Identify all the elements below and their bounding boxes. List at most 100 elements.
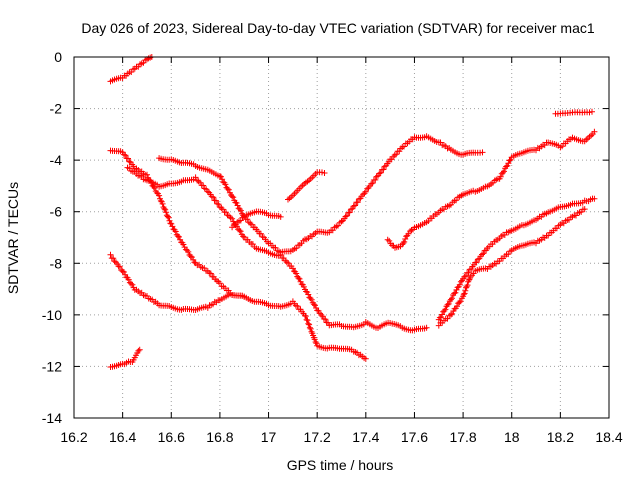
x-tick-label: 17.2 [304,429,331,445]
data-point [307,325,314,332]
data-point [380,166,387,173]
data-point [208,193,215,200]
series-s8 [285,169,328,203]
plot-frame [73,56,610,419]
series-s12 [552,108,595,117]
data-point [457,298,464,305]
data-point [219,176,226,183]
data-point [497,173,504,180]
data-point [237,228,244,235]
y-tick-label: -4 [50,152,63,168]
data-point [207,270,214,277]
data-point [589,108,595,115]
data-point [423,324,430,331]
y-tick-label: -2 [50,101,63,117]
data-point [187,253,194,260]
data-point [305,291,312,298]
data-point [150,183,157,190]
y-tick-label: -8 [50,255,63,271]
data-point [174,233,181,240]
data-point [164,213,171,220]
data-point [364,185,371,192]
data-point [293,270,300,277]
data-point [119,268,126,275]
y-tick-label: 0 [54,49,62,65]
x-axis-label: GPS time / hours [287,457,394,473]
y-tick-label: -10 [42,307,62,323]
data-point [391,152,398,159]
series-s11 [435,206,588,329]
data-point [354,199,361,206]
labels-layer: 16.2 16.4 16.6 16.8 17 17.2 17.4 17.6 17.8 18 18.2… [42,49,623,445]
x-tick-label: 18 [504,429,520,445]
data-point [462,272,469,279]
data-point [504,162,511,169]
data-point [310,301,317,308]
y-axis-label: SDTVAR / TECUs [5,182,21,294]
data-point [120,269,127,275]
data-point [369,180,376,187]
data-point [218,205,225,211]
data-point [352,202,358,209]
x-tick-label: 16.6 [158,429,185,445]
data-point [128,280,135,287]
data-point [447,311,454,318]
data-point [210,194,217,201]
data-point [204,188,211,195]
data-point [449,310,456,317]
data-point [350,203,357,210]
data-point [401,238,408,245]
data-point [122,152,129,159]
data-point [499,169,506,176]
data-point [581,206,588,213]
data-point [169,223,176,230]
data-point [225,186,232,193]
data-point [460,291,467,298]
data-point [461,273,468,280]
data-point [507,156,514,163]
data-point [247,220,254,227]
x-tick-label: 16.2 [60,429,87,445]
y-tick-label: -14 [42,410,62,426]
data-point [295,275,302,281]
data-point [180,241,187,248]
data-point [461,290,468,297]
data-point [368,180,375,187]
data-point [451,290,458,297]
data-point [480,250,487,257]
series-s1 [107,54,155,85]
series-s4 [107,251,369,362]
data-point [319,313,326,320]
data-point [452,289,459,296]
data-point [166,217,173,224]
data-point [283,259,290,266]
data-point [456,281,463,288]
data-point [376,170,383,177]
data-point [377,169,384,176]
data-point [306,324,313,331]
data-point [159,200,166,207]
data-point [165,214,172,221]
data-point [308,296,315,303]
data-point [356,196,363,202]
data-point [306,321,313,328]
data-point [503,163,510,170]
data-point [318,311,325,318]
data-point [349,205,356,212]
data-point [447,296,454,303]
data-point [462,287,469,294]
data-point [381,163,388,170]
data-point [400,240,407,247]
x-tick-label: 18.2 [547,429,574,445]
data-point [107,251,114,258]
data-point [346,209,353,216]
x-tick-label: 18.4 [595,429,622,445]
ticks-layer [73,56,610,419]
y-tick-label: -6 [50,204,63,220]
data-point [161,205,168,212]
data-point [439,311,446,318]
data-point [321,170,328,176]
data-point [445,300,452,307]
data-point [201,185,208,192]
